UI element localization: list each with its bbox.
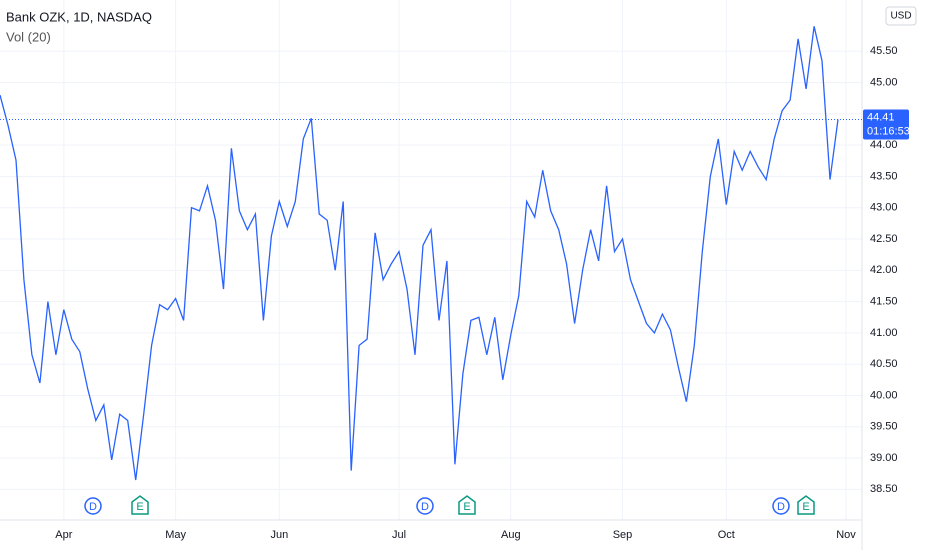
earnings-marker <box>458 495 476 515</box>
dividend-marker <box>416 497 434 515</box>
x-tick-label: Jun <box>270 529 288 541</box>
y-tick-label: 42.00 <box>870 264 898 276</box>
event-label: E <box>463 501 470 513</box>
last-price-label: 44.41 <box>867 111 895 123</box>
y-tick-label: 40.50 <box>870 358 898 370</box>
y-tick-label: 45.50 <box>870 45 898 57</box>
x-tick-label: Aug <box>501 529 521 541</box>
y-tick-label: 38.50 <box>870 483 898 495</box>
y-tick-label: 44.00 <box>870 139 898 151</box>
x-tick-label: Nov <box>836 529 856 541</box>
dividend-marker <box>84 497 102 515</box>
dividend-marker <box>772 497 790 515</box>
last-price-badge <box>863 109 909 140</box>
y-tick-label: 39.50 <box>870 421 898 433</box>
currency: USD <box>890 11 911 22</box>
x-tick-label: May <box>165 529 186 541</box>
earnings-marker <box>131 495 149 515</box>
y-tick-label: 43.50 <box>870 170 898 182</box>
countdown: 01:16:53 <box>867 125 910 137</box>
grid <box>0 0 862 520</box>
y-tick-label: 42.50 <box>870 233 898 245</box>
indicator-label: Vol (20) <box>6 29 51 44</box>
x-tick-label: Oct <box>718 529 735 541</box>
event-label: E <box>802 501 809 513</box>
x-tick-label: Jul <box>392 529 406 541</box>
y-tick-label: 40.00 <box>870 389 898 401</box>
y-tick-label: 43.00 <box>870 202 898 214</box>
y-tick-label: 41.00 <box>870 327 898 339</box>
event-label: D <box>89 501 97 513</box>
chart-title: Bank OZK, 1D, NASDAQ <box>6 9 152 24</box>
event-label: D <box>777 501 785 513</box>
event-label: D <box>421 501 429 513</box>
y-tick-label: 41.50 <box>870 296 898 308</box>
x-tick-label: Sep <box>613 529 633 541</box>
y-tick-label: 39.00 <box>870 452 898 464</box>
earnings-marker <box>797 495 815 515</box>
price-line <box>0 26 839 481</box>
y-tick-label: 45.00 <box>870 77 898 89</box>
currency-badge[interactable] <box>885 6 917 26</box>
plot <box>0 26 839 481</box>
x-tick-label: Apr <box>55 529 72 541</box>
event-label: E <box>136 501 143 513</box>
